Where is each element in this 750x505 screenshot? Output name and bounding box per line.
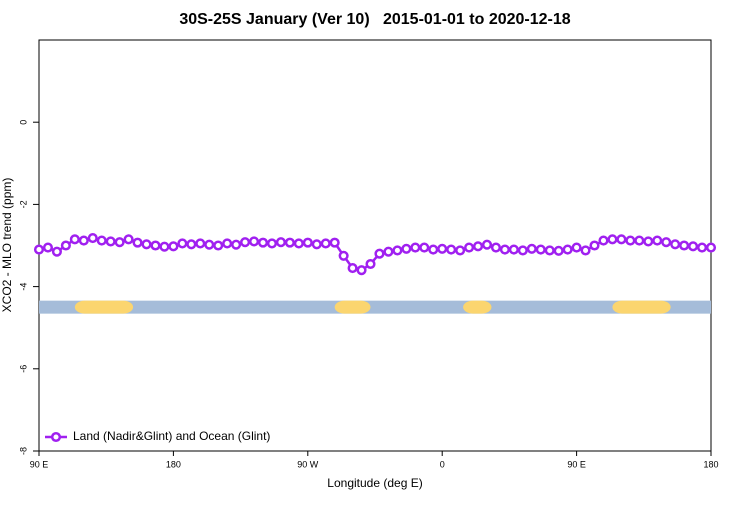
data-point bbox=[437, 243, 448, 254]
data-point bbox=[472, 241, 484, 252]
legend-marker bbox=[50, 431, 62, 443]
data-point bbox=[222, 238, 233, 249]
data-point bbox=[87, 233, 98, 244]
y-tick-label: -6 bbox=[18, 365, 28, 373]
data-point bbox=[455, 245, 466, 256]
data-point bbox=[204, 239, 215, 250]
data-point bbox=[517, 245, 528, 256]
data-point bbox=[186, 239, 197, 250]
data-point bbox=[392, 245, 403, 256]
data-point bbox=[544, 245, 555, 256]
data-point bbox=[562, 244, 573, 255]
x-tick-label: 90 E bbox=[30, 459, 49, 469]
ocean-band bbox=[39, 300, 711, 314]
data-point bbox=[670, 239, 681, 250]
data-point bbox=[293, 238, 304, 249]
x-tick-label: 90 W bbox=[297, 459, 319, 469]
land-segment bbox=[334, 300, 371, 314]
data-point bbox=[508, 244, 519, 255]
data-point bbox=[696, 242, 708, 253]
data-point bbox=[580, 245, 591, 256]
data-point bbox=[652, 235, 663, 246]
data-point bbox=[688, 241, 699, 252]
x-tick-label: 180 bbox=[703, 459, 718, 469]
data-point bbox=[275, 237, 286, 248]
data-point bbox=[553, 245, 564, 256]
data-point bbox=[42, 242, 54, 253]
data-point bbox=[526, 243, 537, 254]
data-point bbox=[338, 250, 349, 261]
data-point bbox=[150, 240, 161, 251]
data-point bbox=[78, 235, 89, 246]
data-point bbox=[374, 248, 385, 259]
data-point bbox=[311, 239, 322, 250]
data-point bbox=[347, 263, 358, 274]
data-point bbox=[490, 242, 502, 253]
data-point bbox=[625, 235, 636, 246]
data-point bbox=[132, 237, 143, 248]
x-tick-label: 180 bbox=[166, 459, 181, 469]
data-point bbox=[123, 234, 134, 245]
y-tick-label: 0 bbox=[18, 120, 28, 125]
data-point bbox=[428, 244, 439, 255]
data-point bbox=[213, 240, 224, 251]
data-point bbox=[248, 236, 260, 247]
data-point bbox=[114, 237, 125, 248]
data-point bbox=[499, 244, 510, 255]
data-point bbox=[141, 239, 152, 250]
data-point bbox=[616, 234, 627, 245]
x-tick-label: 0 bbox=[440, 459, 445, 469]
data-point bbox=[410, 242, 421, 253]
data-point bbox=[356, 265, 367, 276]
x-axis-label: Longitude (deg E) bbox=[327, 476, 422, 490]
data-point bbox=[257, 237, 269, 248]
data-point bbox=[634, 235, 645, 246]
data-point bbox=[51, 246, 62, 257]
data-point bbox=[535, 244, 546, 255]
x-tick-label: 90 E bbox=[567, 459, 586, 469]
data-point bbox=[168, 241, 179, 252]
data-point bbox=[589, 240, 600, 251]
data-point bbox=[571, 242, 582, 253]
data-point bbox=[446, 244, 457, 255]
data-point bbox=[96, 235, 107, 246]
data-point bbox=[365, 258, 376, 270]
data-point bbox=[419, 242, 430, 253]
data-point bbox=[598, 235, 609, 246]
legend-label: Land (Nadir&Glint) and Ocean (Glint) bbox=[73, 429, 270, 443]
land-segment bbox=[612, 300, 671, 314]
data-point bbox=[266, 238, 278, 249]
data-point bbox=[177, 238, 188, 249]
y-tick-label: -8 bbox=[18, 447, 28, 455]
data-point bbox=[240, 237, 251, 248]
data-point bbox=[329, 237, 340, 248]
data-point bbox=[60, 240, 71, 251]
y-axis-label: XCO2 - MLO trend (ppm) bbox=[0, 178, 14, 313]
land-segment bbox=[463, 300, 492, 314]
data-point bbox=[284, 237, 295, 248]
land-segment bbox=[74, 300, 134, 314]
data-point bbox=[33, 244, 45, 255]
data-point bbox=[320, 238, 331, 249]
data-point bbox=[607, 234, 618, 245]
data-point bbox=[231, 239, 242, 250]
data-point bbox=[401, 243, 412, 254]
data-point bbox=[661, 237, 672, 248]
data-point bbox=[302, 237, 313, 248]
data-point bbox=[464, 242, 475, 253]
data-point bbox=[643, 236, 654, 247]
data-point bbox=[195, 238, 206, 249]
y-tick-label: -2 bbox=[18, 200, 28, 208]
data-point bbox=[159, 241, 170, 252]
y-tick-label: -4 bbox=[18, 283, 28, 291]
data-point bbox=[705, 242, 717, 253]
data-point bbox=[481, 239, 493, 250]
data-point bbox=[105, 236, 116, 247]
data-point bbox=[679, 240, 690, 251]
chart-title: 30S-25S January (Ver 10) 2015-01-01 to 2… bbox=[179, 11, 570, 28]
data-point bbox=[383, 246, 394, 257]
data-point bbox=[69, 234, 80, 245]
